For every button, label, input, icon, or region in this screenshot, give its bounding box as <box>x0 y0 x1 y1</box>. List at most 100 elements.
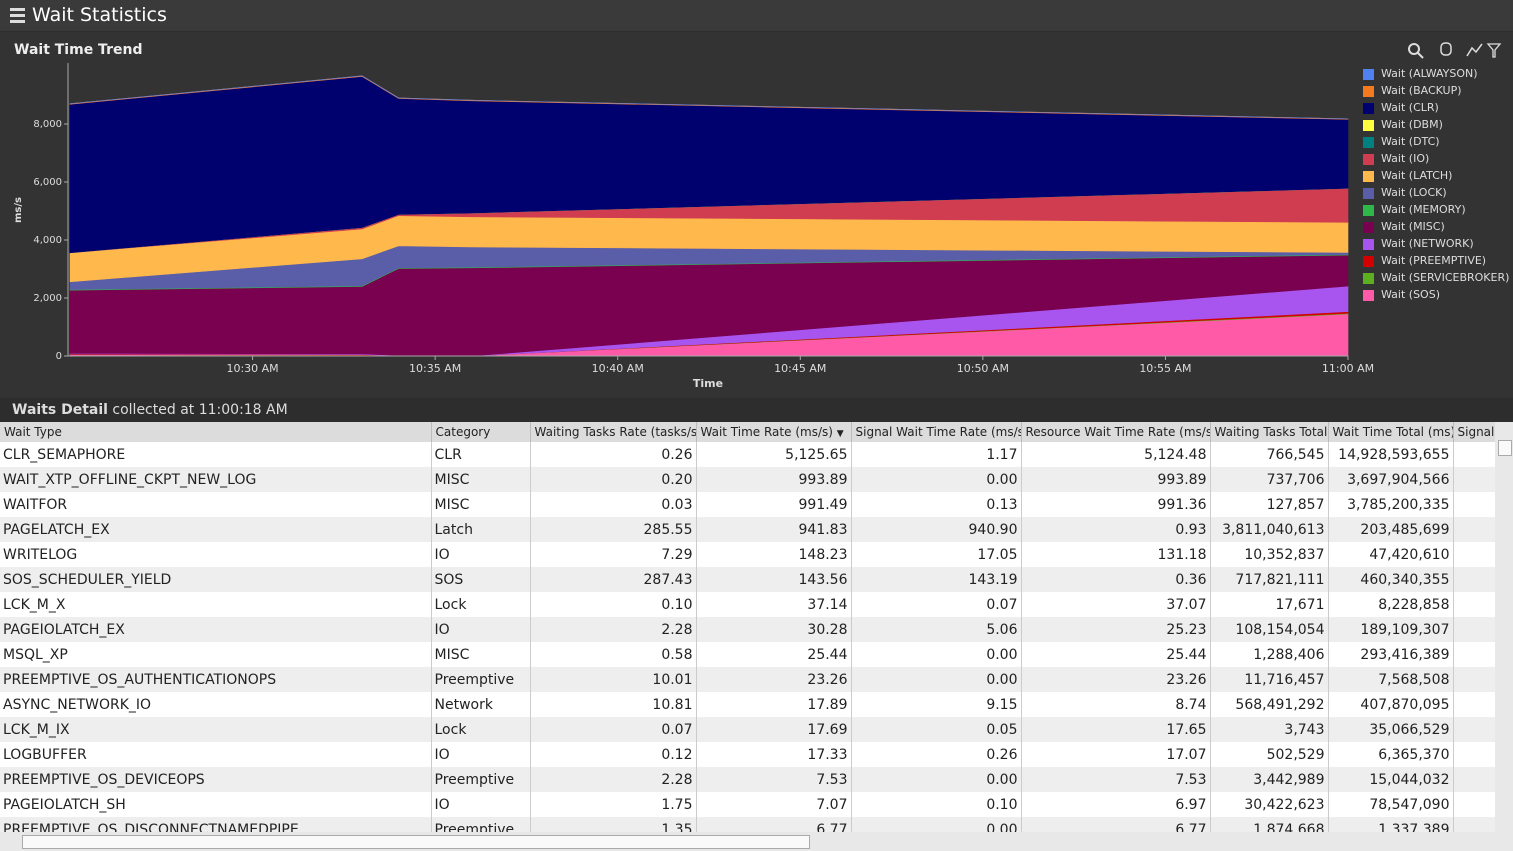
table-cell: IO <box>431 792 531 817</box>
table-row: MSQL_XP MISC 0.58 25.44 0.00 25.44 1,288,406 29… <box>0 642 1495 667</box>
table-cell: 5,124.48 <box>1021 442 1211 467</box>
table-cell: 0.93 <box>1021 517 1211 542</box>
series-icon[interactable] <box>1466 43 1483 57</box>
table-cell: 6,365,370 <box>1328 742 1454 767</box>
column-header[interactable]: Waiting Tasks Total <box>1210 422 1329 442</box>
table-cell: 717,821,111 <box>1210 567 1329 592</box>
table-cell: Preemptive <box>431 767 531 792</box>
table-cell: 737,706 <box>1210 467 1329 492</box>
table-cell: 7,568,508 <box>1328 667 1454 692</box>
table-cell-empty <box>1453 742 1495 767</box>
table-cell: 0.13 <box>851 492 1022 517</box>
legend-swatch <box>1363 137 1374 148</box>
table-row: WAIT_XTP_OFFLINE_CKPT_NEW_LOG MISC 0.20 993… <box>0 467 1495 492</box>
table-cell: 35,066,529 <box>1328 717 1454 742</box>
column-header[interactable]: Signal Wait Time Rate (ms/s) <box>851 422 1022 442</box>
table-cell: 1,288,406 <box>1210 642 1329 667</box>
legend-swatch <box>1363 290 1374 301</box>
table-cell-empty <box>1453 792 1495 817</box>
table-cell: Preemptive <box>431 667 531 692</box>
vertical-scrollbar[interactable] <box>1495 422 1513 832</box>
table-cell: 7.53 <box>1021 767 1211 792</box>
detail-title: Waits Detail <box>12 402 108 418</box>
table-cell: CLR_SEMAPHORE <box>0 442 432 467</box>
y-tick-label: 4,000 <box>33 235 62 246</box>
table-cell-empty <box>1453 767 1495 792</box>
table-cell: 17.07 <box>1021 742 1211 767</box>
horizontal-scrollbar[interactable] <box>0 832 1513 851</box>
chart-panel: Wait Time Trend ms/s Time 0 2,000 4,000 6,0… <box>0 32 1513 398</box>
table-cell: 460,340,355 <box>1328 567 1454 592</box>
table-cell: 287.43 <box>530 567 697 592</box>
table-cell-empty <box>1453 642 1495 667</box>
table-cell: 0.07 <box>530 717 697 742</box>
legend-label: Wait (LOCK) <box>1381 186 1447 199</box>
table-cell: 3,743 <box>1210 717 1329 742</box>
legend-label: Wait (BACKUP) <box>1381 84 1462 97</box>
legend-swatch <box>1363 154 1374 165</box>
table-cell-empty <box>1453 592 1495 617</box>
table-cell: MISC <box>431 467 531 492</box>
table-cell-empty <box>1453 667 1495 692</box>
area <box>69 75 1349 120</box>
menu-icon[interactable] <box>8 0 28 31</box>
table-cell: PREEMPTIVE_OS_DISCONNECTNAMEDPIPE <box>0 817 432 832</box>
table-cell: IO <box>431 542 531 567</box>
legend-swatch <box>1363 188 1374 199</box>
table-cell: WRITELOG <box>0 542 432 567</box>
table-row: PREEMPTIVE_OS_DEVICEOPS Preemptive 2.28 7.5… <box>0 767 1495 792</box>
column-header[interactable]: Wait Time Rate (ms/s) ▼ <box>696 422 852 442</box>
table-cell: 1,337,389 <box>1328 817 1454 832</box>
table-cell: 0.03 <box>530 492 697 517</box>
table-row: LCK_M_IX Lock 0.07 17.69 0.05 17.65 3,743 35,06… <box>0 717 1495 742</box>
table-cell: WAIT_XTP_OFFLINE_CKPT_NEW_LOG <box>0 467 432 492</box>
legend-swatch <box>1363 256 1374 267</box>
y-tick-label: 8,000 <box>33 119 62 130</box>
table-cell: 10.81 <box>530 692 697 717</box>
table-cell-empty <box>1453 717 1495 742</box>
legend-label: Wait (CLR) <box>1381 101 1439 114</box>
table-cell: 17,671 <box>1210 592 1329 617</box>
filter-icon[interactable] <box>1486 43 1502 58</box>
legend-swatch <box>1363 103 1374 114</box>
table-cell: 148.23 <box>696 542 852 567</box>
table-cell: 407,870,095 <box>1328 692 1454 717</box>
zoom-icon[interactable] <box>1408 43 1420 55</box>
table-cell: 502,529 <box>1210 742 1329 767</box>
table-cell: 9.15 <box>851 692 1022 717</box>
legend-label: Wait (MEMORY) <box>1381 203 1466 216</box>
table-container: Wait Type Category Waiting Tasks Rate (tas… <box>0 422 1495 832</box>
y-axis-label: ms/s <box>13 197 24 223</box>
pan-icon[interactable] <box>1440 42 1452 56</box>
table-cell: 10,352,837 <box>1210 542 1329 567</box>
table-cell: 0.10 <box>851 792 1022 817</box>
column-header[interactable]: Resource Wait Time Rate (ms/s) <box>1021 422 1211 442</box>
table-cell: PREEMPTIVE_OS_DEVICEOPS <box>0 767 432 792</box>
table-cell: 0.00 <box>851 642 1022 667</box>
table-cell: SOS_SCHEDULER_YIELD <box>0 567 432 592</box>
y-tick-label: 0 <box>56 351 62 362</box>
legend-swatch <box>1363 222 1374 233</box>
table-cell: 14,928,593,655 <box>1328 442 1454 467</box>
table-cell: 23.26 <box>696 667 852 692</box>
table-cell: 37.07 <box>1021 592 1211 617</box>
table-cell: 47,420,610 <box>1328 542 1454 567</box>
table-cell: 0.05 <box>851 717 1022 742</box>
table-cell: 1,874,668 <box>1210 817 1329 832</box>
table-cell: LCK_M_IX <box>0 717 432 742</box>
table-cell: WAITFOR <box>0 492 432 517</box>
column-header[interactable]: Wait Time Total (ms) <box>1328 422 1454 442</box>
column-header[interactable]: Signal Wait Total (ms) <box>1453 422 1495 442</box>
table-cell: 940.90 <box>851 517 1022 542</box>
x-tick-label: 10:50 AM <box>957 362 1009 375</box>
legend-label: Wait (NETWORK) <box>1381 237 1474 250</box>
x-tick-label: 11:00 AM <box>1322 362 1374 375</box>
table-cell: 3,811,040,613 <box>1210 517 1329 542</box>
table-cell: 25.44 <box>1021 642 1211 667</box>
column-header[interactable]: Category <box>431 422 531 442</box>
column-header[interactable]: Waiting Tasks Rate (tasks/s) <box>530 422 697 442</box>
table-cell: 2.28 <box>530 617 697 642</box>
table-cell-empty <box>1453 567 1495 592</box>
column-header[interactable]: Wait Type <box>0 422 432 442</box>
table-cell: 30,422,623 <box>1210 792 1329 817</box>
